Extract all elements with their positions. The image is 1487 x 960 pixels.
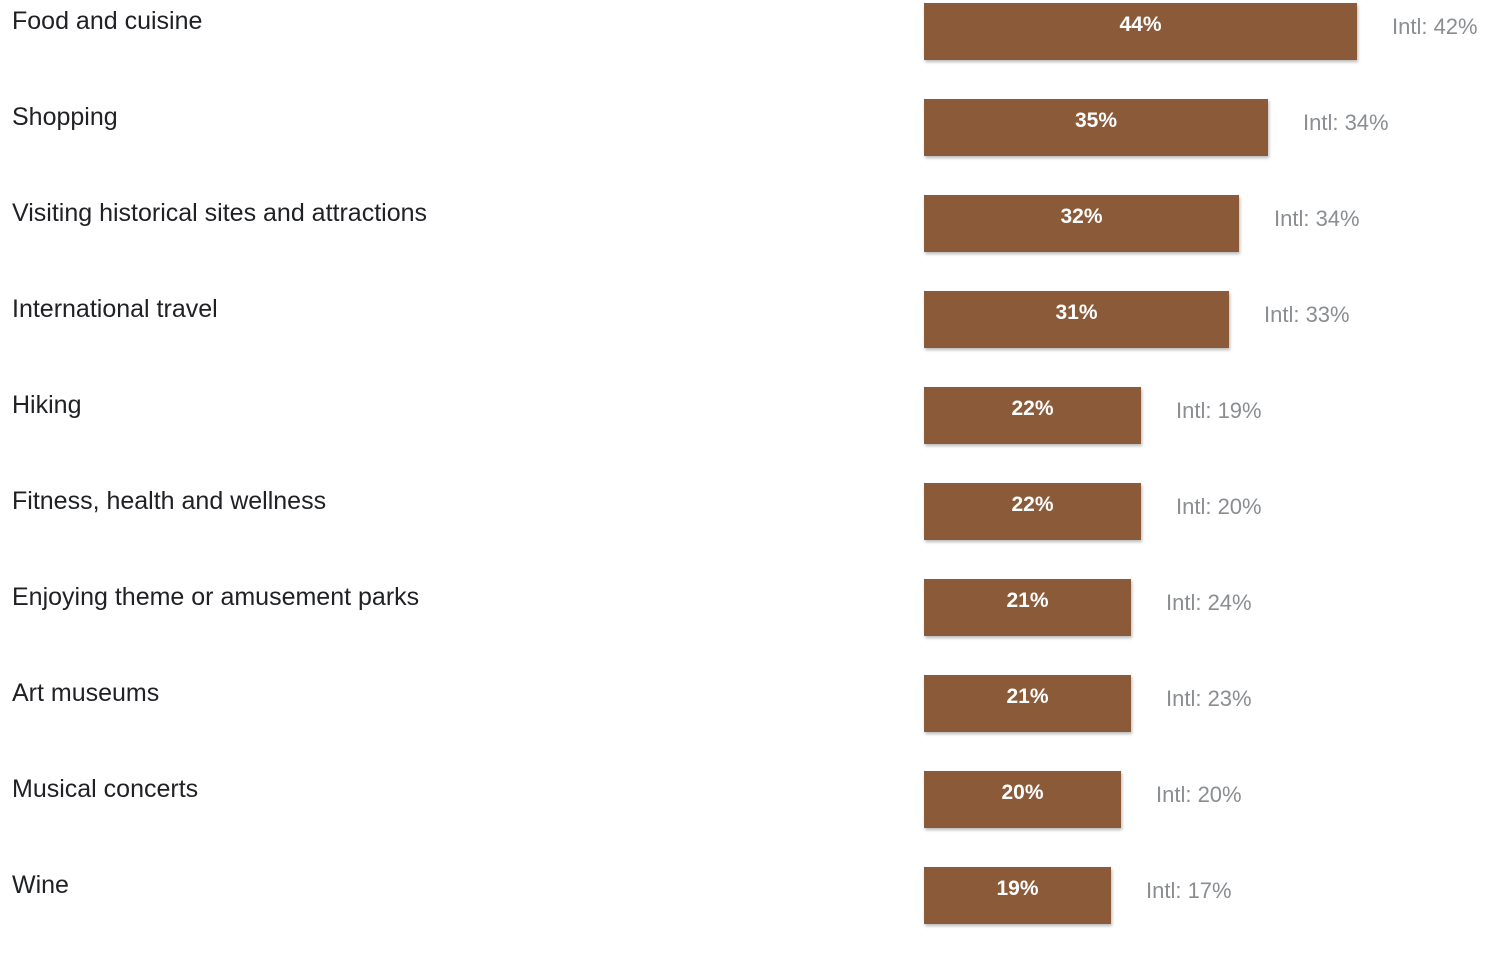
intl-comparison-label: Intl: 42%	[1392, 14, 1478, 39]
intl-comparison-label: Intl: 20%	[1156, 782, 1242, 807]
bar	[924, 579, 1131, 636]
chart-row: Shopping 35% Intl: 34%	[0, 96, 1487, 192]
chart-row: Food and cuisine 44% Intl: 42%	[0, 0, 1487, 96]
bar-value-label: 32%	[1060, 205, 1103, 228]
chart-row: Hiking 22% Intl: 19%	[0, 384, 1487, 480]
category-label: Musical concerts	[12, 775, 199, 803]
category-label: International travel	[12, 295, 218, 323]
chart-row: International travel 31% Intl: 33%	[0, 288, 1487, 384]
category-label: Wine	[12, 871, 69, 899]
bar	[924, 3, 1357, 60]
intl-comparison-label: Intl: 20%	[1176, 494, 1262, 519]
bar-value-label: 20%	[1001, 781, 1044, 804]
bar-value-label: 21%	[1006, 685, 1049, 708]
bar	[924, 387, 1141, 444]
bar-value-label: 44%	[1119, 13, 1162, 36]
bar	[924, 675, 1131, 732]
intl-comparison-label: Intl: 23%	[1166, 686, 1252, 711]
bar-value-label: 22%	[1011, 397, 1054, 420]
bar	[924, 195, 1239, 252]
category-label: Food and cuisine	[12, 7, 203, 35]
bar-value-label: 35%	[1074, 109, 1118, 132]
intl-comparison-label: Intl: 34%	[1274, 206, 1360, 231]
bar-chart: Food and cuisine 44% Intl: 42% Shopping 35% I…	[0, 0, 1487, 924]
chart-row: Visiting historical sites and attraction…	[0, 192, 1487, 288]
bar-value-label: 31%	[1055, 301, 1098, 324]
bar	[924, 867, 1111, 924]
chart-row: Art museums 21% Intl: 23%	[0, 672, 1487, 768]
chart-row: Enjoying theme or amusement parks 21% Intl…	[0, 576, 1487, 672]
category-label: Enjoying theme or amusement parks	[12, 583, 420, 611]
intl-comparison-label: Intl: 24%	[1166, 590, 1252, 615]
bar-value-label: 22%	[1011, 493, 1054, 516]
category-label: Art museums	[12, 679, 160, 707]
intl-comparison-label: Intl: 33%	[1264, 302, 1350, 327]
chart-row: Musical concerts 20% Intl: 20%	[0, 768, 1487, 864]
bar-value-label: 19%	[996, 877, 1039, 900]
bar	[924, 483, 1141, 540]
category-label: Visiting historical sites and attraction…	[12, 199, 428, 227]
category-label: Shopping	[12, 103, 118, 131]
chart-row: Fitness, health and wellness 22% Intl: 20%	[0, 480, 1487, 576]
intl-comparison-label: Intl: 17%	[1146, 878, 1232, 903]
bar	[924, 771, 1121, 828]
category-label: Hiking	[12, 391, 82, 419]
bar	[924, 291, 1229, 348]
chart-row: Wine 19% Intl: 17%	[0, 864, 1487, 960]
intl-comparison-label: Intl: 19%	[1176, 398, 1262, 423]
intl-comparison-label: Intl: 34%	[1303, 110, 1389, 135]
bar	[924, 99, 1268, 156]
bar-value-label: 21%	[1006, 589, 1049, 612]
category-label: Fitness, health and wellness	[12, 487, 327, 515]
